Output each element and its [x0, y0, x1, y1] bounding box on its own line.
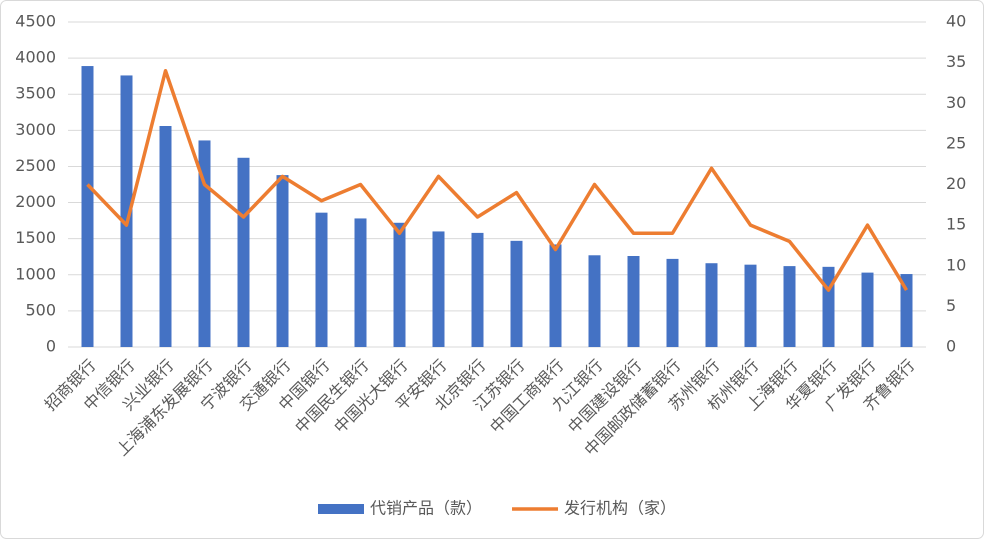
y2-tick-label: 35 — [946, 52, 966, 71]
bar — [237, 157, 250, 347]
y-tick-label: 4000 — [15, 48, 56, 67]
y2-tick-label: 5 — [946, 296, 956, 315]
y-tick-label: 3500 — [15, 84, 56, 103]
bar — [549, 244, 562, 347]
y-tick-label: 3000 — [15, 120, 56, 139]
bar — [393, 222, 406, 347]
bar — [81, 66, 94, 348]
y2-tick-label: 25 — [946, 133, 966, 152]
bar — [666, 258, 679, 347]
y-tick-label: 1500 — [15, 228, 56, 247]
bar — [822, 266, 835, 347]
bar — [276, 175, 289, 347]
bar — [705, 263, 718, 347]
y2-tick-label: 40 — [946, 12, 966, 31]
y2-tick-label: 0 — [946, 337, 956, 356]
y2-tick-label: 10 — [946, 255, 966, 274]
y-tick-label: 0 — [46, 337, 56, 356]
bar — [588, 255, 601, 347]
bar — [783, 266, 796, 347]
line — [86, 69, 909, 292]
y-tick-label: 2500 — [15, 156, 56, 175]
bar — [744, 264, 757, 347]
y2-tick-label: 15 — [946, 215, 966, 234]
bar — [198, 140, 211, 347]
y-tick-label: 4500 — [15, 12, 56, 31]
legend-swatch — [318, 504, 364, 514]
bar — [354, 218, 367, 347]
bar — [120, 75, 133, 347]
y-tick-label: 500 — [25, 300, 56, 319]
bar — [315, 212, 328, 347]
legend-label: 代销产品（款） — [370, 499, 482, 518]
y2-tick-label: 20 — [946, 174, 966, 193]
y2-tick-label: 30 — [946, 93, 966, 112]
y-tick-label: 2000 — [15, 192, 56, 211]
legend-label: 发行机构（家） — [564, 499, 676, 518]
bar — [432, 231, 445, 347]
bar — [627, 256, 640, 347]
bar — [471, 232, 484, 347]
y-tick-label: 1000 — [15, 264, 56, 283]
bar — [900, 274, 913, 347]
bar — [861, 272, 874, 347]
bar — [510, 240, 523, 347]
bar — [159, 126, 172, 347]
